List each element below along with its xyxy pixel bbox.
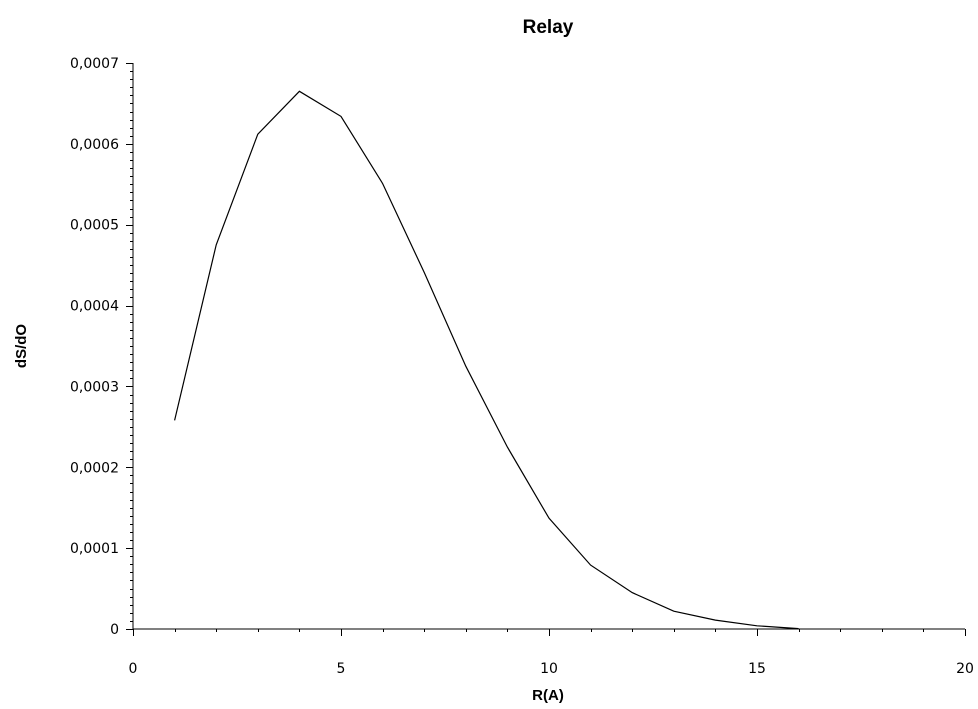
data-point (672, 610, 675, 613)
data-point (256, 133, 259, 136)
y-tick-label: 0,0003 (70, 379, 119, 395)
data-point (631, 591, 634, 594)
data-point (589, 564, 592, 567)
chart-title: Relay (523, 17, 574, 38)
y-tick-label: 0,0007 (70, 56, 119, 72)
y-tick-label: 0,0004 (70, 299, 119, 315)
data-point (215, 243, 218, 246)
x-axis-label: R(A) (532, 687, 564, 704)
x-tick-label: 20 (956, 661, 974, 677)
x-tick-label: 0 (129, 661, 138, 677)
data-point (298, 90, 301, 93)
data-point (340, 115, 343, 118)
y-tick-label: 0,0002 (70, 460, 119, 476)
series-line (174, 90, 799, 630)
y-tick-label: 0 (110, 622, 119, 638)
x-tick-label: 10 (540, 661, 558, 677)
y-axis-label: dS/dO (13, 324, 30, 368)
y-axis-ticks: 0 0,0001 0,0002 0,0003 0,0004 0,0005 0,0006 0,0… (70, 56, 133, 638)
x-tick-label: 5 (337, 661, 346, 677)
y-tick-label: 0,0006 (70, 137, 119, 153)
y-tick-label: 0,0005 (70, 218, 119, 234)
x-axis-ticks: 0 5 10 15 20 (129, 629, 974, 677)
data-point (506, 446, 509, 449)
x-tick-label: 15 (748, 661, 766, 677)
data-point (423, 271, 426, 274)
data-point (756, 624, 759, 627)
data-point (173, 419, 176, 422)
data-point (797, 627, 800, 630)
data-point (714, 619, 717, 622)
data-point (381, 182, 384, 185)
series-group (173, 90, 800, 630)
y-tick-label: 0,0001 (70, 541, 119, 557)
data-point (464, 365, 467, 368)
data-point (548, 517, 551, 520)
